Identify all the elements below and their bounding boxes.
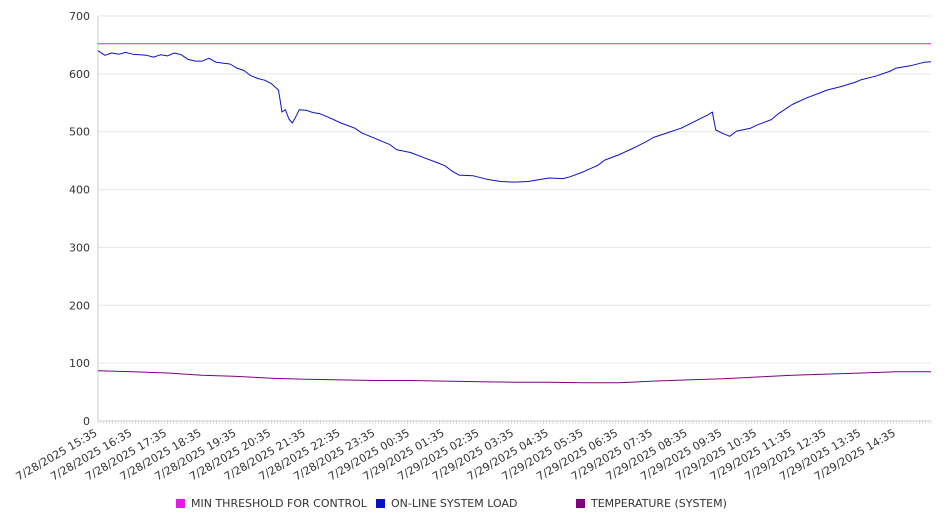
y-tick-label-700: 700 bbox=[69, 10, 90, 23]
legend-swatch-threshold bbox=[176, 499, 185, 508]
axes bbox=[97, 16, 932, 424]
legend-item-threshold[interactable]: MIN THRESHOLD FOR CONTROL bbox=[176, 497, 367, 510]
legend-label-temperature: TEMPERATURE (SYSTEM) bbox=[591, 497, 727, 510]
y-tick-label-100: 100 bbox=[69, 357, 90, 370]
legend-label-threshold: MIN THRESHOLD FOR CONTROL bbox=[191, 497, 367, 510]
legend-swatch-temperature bbox=[576, 499, 585, 508]
legend-item-system-load[interactable]: ON-LINE SYSTEM LOAD bbox=[376, 497, 517, 510]
grid-lines bbox=[98, 15, 931, 364]
series-lines bbox=[97, 43, 932, 384]
legend-label-system-load: ON-LINE SYSTEM LOAD bbox=[391, 497, 518, 510]
legend-item-temperature[interactable]: TEMPERATURE (SYSTEM) bbox=[576, 497, 727, 510]
y-tick-label-0: 0 bbox=[83, 415, 90, 428]
y-tick-label-600: 600 bbox=[69, 68, 90, 81]
y-tick-label-200: 200 bbox=[69, 299, 90, 312]
y-tick-label-500: 500 bbox=[69, 126, 90, 139]
legend-swatch-system-load bbox=[376, 499, 385, 508]
series-line-system-load bbox=[97, 50, 932, 183]
y-tick-label-400: 400 bbox=[69, 184, 90, 197]
legend: MIN THRESHOLD FOR CONTROL ON-LINE SYSTEM… bbox=[0, 497, 946, 515]
y-tick-label-300: 300 bbox=[69, 241, 90, 254]
series-line-temperature bbox=[97, 370, 931, 384]
